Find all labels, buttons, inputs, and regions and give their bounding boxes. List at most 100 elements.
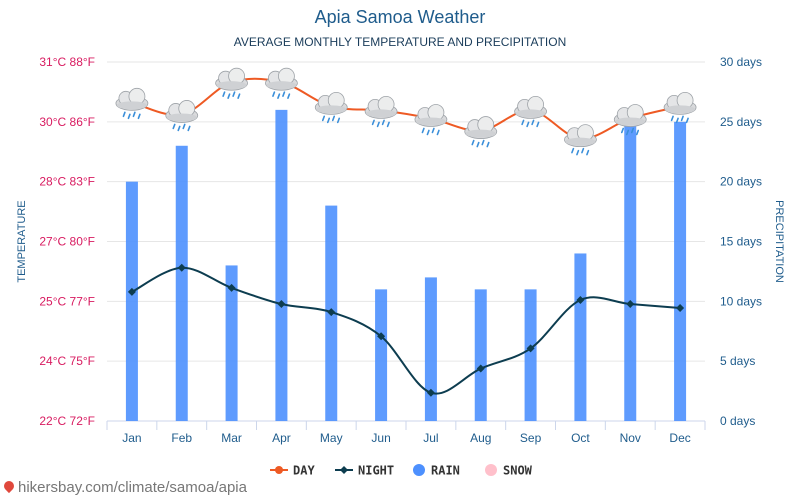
rain-cloud-icon[interactable] [663,91,697,124]
night-point-may[interactable] [327,308,336,317]
raindrop [321,115,326,122]
rain-cloud-icon[interactable] [414,104,448,136]
raindrop [331,115,336,122]
rain-bar-jan[interactable] [125,181,138,421]
raindrop [471,139,475,146]
night-point-apr[interactable] [277,300,286,309]
legend-label: RAIN [431,464,460,478]
rain-bar-feb[interactable] [175,145,188,421]
raindrop [680,115,684,122]
left-tick-label: 27°C 80°F [39,235,95,249]
raindrop [531,119,535,126]
rain-bars [125,109,687,421]
cloud-shade [565,137,596,146]
x-tick-label: Sep [520,431,542,445]
night-point-jan[interactable] [127,287,136,296]
raindrop [476,141,480,148]
raindrop [426,129,430,136]
raindrop [336,117,341,124]
rain-bar-oct[interactable] [574,253,587,421]
night-point-mar[interactable] [227,283,236,292]
raindrop [381,119,385,126]
raindrop [436,129,440,136]
left-tick-label: 24°C 75°F [39,354,95,368]
night-point-oct[interactable] [576,295,585,304]
x-tick-label: Oct [571,431,590,445]
raindrop [232,91,236,97]
raindrop [127,113,131,120]
cloud-shade [366,109,397,118]
legend-label: SNOW [503,464,533,478]
raindrop [177,125,181,132]
right-tick-label: 0 days [720,414,755,428]
rain-cloud-icon[interactable] [364,96,398,128]
raindrop [122,111,126,118]
legend-item-day[interactable]: DAY [270,464,315,478]
cloud-shade [515,109,546,118]
left-tick-label: 30°C 86°F [39,115,95,129]
raindrop [227,93,231,99]
raindrop [137,113,141,120]
grid-and-ticks: 22°C 72°F 0 days 24°C 75°F 5 days 25°C 77°F 1… [39,55,762,445]
y-axis-left-title: TEMPERATURE [16,200,28,282]
raindrop [287,93,291,99]
rain-bar-sep[interactable] [524,289,537,421]
rain-bar-nov[interactable] [624,121,637,421]
night-point-dec[interactable] [676,304,685,313]
rain-bar-jul[interactable] [424,277,437,421]
rain-cloud-icon[interactable] [564,124,597,156]
rain-bar-apr[interactable] [275,109,288,421]
rain-cloud-icon[interactable] [514,96,547,128]
rain-cloud-icon[interactable] [165,100,199,132]
rain-cloud-icon[interactable] [215,67,248,99]
left-tick-label: 25°C 77°F [39,294,95,308]
legend-item-night[interactable]: NIGHT [335,464,394,478]
right-tick-label: 25 days [720,115,762,129]
night-point-nov[interactable] [626,300,635,309]
raindrop [172,123,176,130]
legend-night-marker [340,466,348,474]
raindrop [421,127,425,134]
rain-cloud-icon[interactable] [115,87,149,120]
night-point-aug[interactable] [476,364,485,373]
raindrop [675,117,679,124]
rain-cloud-icon[interactable] [464,116,498,148]
right-tick-label: 10 days [720,294,762,308]
raindrop [237,93,241,99]
chart-subtitle: AVERAGE MONTHLY TEMPERATURE AND PRECIPIT… [233,35,567,49]
rain-bar-jun[interactable] [375,289,388,421]
night-point-jul[interactable] [426,388,435,397]
legend-item-snow[interactable]: SNOW [485,464,533,478]
raindrop [272,91,276,97]
raindrop [132,111,136,118]
rain-bar-mar[interactable] [225,265,238,421]
raindrop [481,139,485,146]
cloud-shade [216,81,247,90]
night-point-feb[interactable] [177,263,186,272]
day-series [115,67,697,156]
x-tick-label: Nov [620,431,641,445]
right-tick-label: 20 days [720,175,762,189]
raindrop [576,149,580,156]
rain-cloud-icon[interactable] [314,91,348,124]
x-tick-label: Apr [272,431,291,445]
x-tick-label: Jul [423,431,438,445]
night-point-jun[interactable] [377,332,386,341]
legend-item-rain[interactable]: RAIN [413,464,460,478]
cloud-shade [665,105,696,114]
x-tick-label: Jan [122,431,141,445]
night-point-sep[interactable] [526,344,535,353]
raindrop [431,127,435,134]
x-tick-label: Dec [669,431,690,445]
rain-bar-aug[interactable] [474,289,487,421]
right-tick-label: 5 days [720,354,755,368]
rain-cloud-icon[interactable] [265,67,298,99]
source-link[interactable]: hikersbay.com/climate/samoa/apia [18,479,247,496]
night-series [127,263,685,397]
raindrop [685,117,689,124]
source-footer[interactable]: hikersbay.com/climate/samoa/apia [1,478,247,496]
left-tick-label: 28°C 83°F [39,175,95,189]
cloud-shade [415,117,446,126]
rain-bar-dec[interactable] [674,121,687,421]
rain-cloud-icon[interactable] [613,104,647,136]
